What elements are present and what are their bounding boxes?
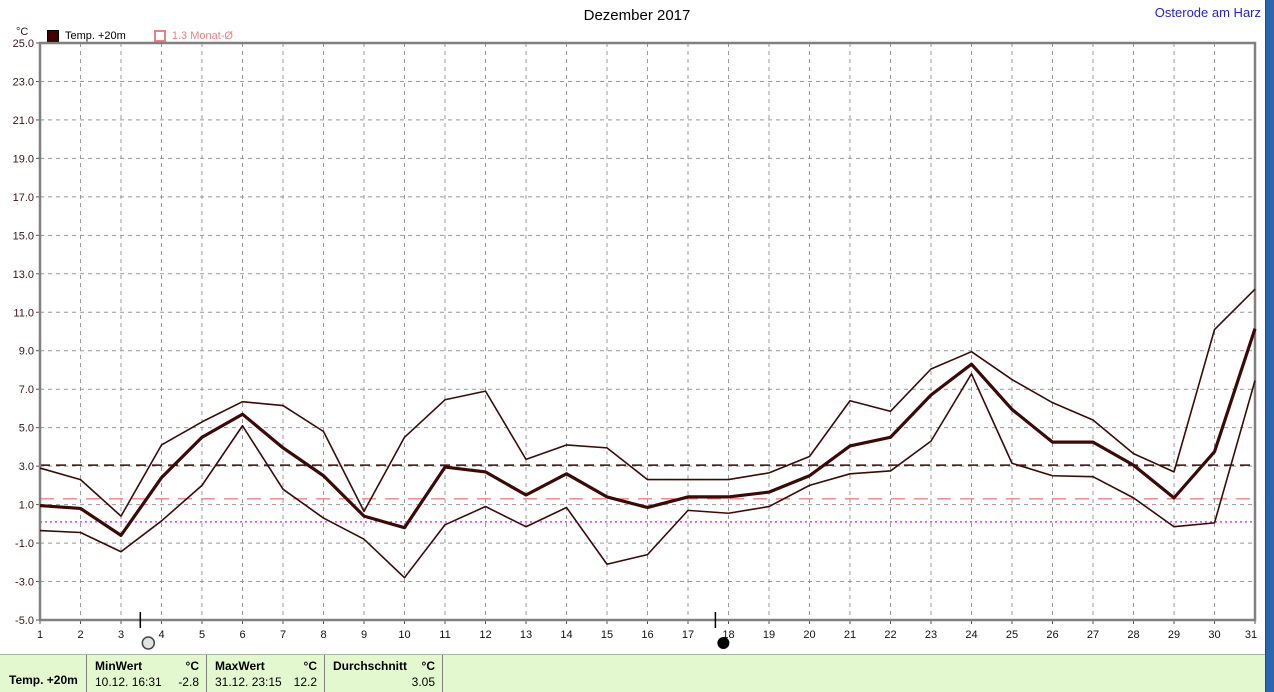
statusbar-series-cell: Temp. +20m: [0, 655, 87, 692]
x-tick-label: 24: [965, 629, 977, 641]
full-moon-icon: [141, 636, 156, 650]
x-tick-label: 10: [398, 629, 410, 641]
temp-series-swatch-icon: [47, 30, 59, 42]
y-tick-label: 1.0: [19, 500, 34, 512]
x-tick-label: 8: [320, 629, 326, 641]
x-tick-label: 26: [1046, 629, 1058, 641]
x-tick-label: 29: [1168, 629, 1180, 641]
minwert-datetime: 10.12. 16:31: [95, 675, 162, 689]
x-tick-label: 25: [1006, 629, 1018, 641]
y-tick-label: 3.0: [19, 461, 34, 473]
x-tick-label: 1: [37, 629, 43, 641]
minwert-label: MinWert: [95, 658, 143, 673]
x-tick-label: 19: [763, 629, 775, 641]
maxwert-unit: °C: [303, 658, 317, 673]
durchschnitt-label: Durchschnitt: [333, 658, 408, 673]
series-daily_max: [39, 288, 1256, 517]
statusbar-maxwert-cell: MaxWert °C 31.12. 23:15 12.2: [207, 655, 325, 692]
maxwert-value: 12.2: [293, 675, 317, 689]
temperature-line-chart: 25.023.021.019.017.015.013.011.09.07.05.…: [13, 38, 1257, 650]
legend-item-temp-series[interactable]: Temp. +20m: [47, 30, 126, 42]
y-axis-unit-label: °C: [16, 26, 29, 38]
y-tick-label: -3.0: [15, 577, 34, 589]
x-tick-label: 20: [803, 629, 815, 641]
y-tick-label: 21.0: [13, 115, 34, 127]
statusbar-empty-cell: [443, 655, 1274, 692]
statusbar-minwert-cell: MinWert °C 10.12. 16:31 -2.8: [87, 655, 207, 692]
maxwert-datetime: 31.12. 23:15: [215, 675, 282, 689]
x-tick-label: 17: [682, 629, 694, 641]
x-tick-label: 9: [361, 629, 367, 641]
station-name-link[interactable]: Osterode am Harz: [1154, 5, 1261, 20]
durchschnitt-unit: °C: [421, 658, 435, 673]
x-tick-label: 14: [560, 629, 572, 641]
statusbar-durchschnitt-cell: Durchschnitt °C 3.05: [325, 655, 443, 692]
durchschnitt-value: 3.05: [411, 675, 435, 689]
x-tick-label: 7: [280, 629, 286, 641]
chart-legend: Temp. +20m 1.3 Monat-Ø: [47, 30, 233, 42]
x-tick-label: 23: [925, 629, 937, 641]
y-tick-label: 25.0: [13, 38, 34, 50]
new-moon-icon: [717, 637, 730, 649]
x-tick-label: 13: [520, 629, 532, 641]
x-tick-label: 21: [844, 629, 856, 641]
x-tick-label: 30: [1208, 629, 1220, 641]
right-scrollbar[interactable]: [1265, 0, 1274, 692]
status-bar: Temp. +20m MinWert °C 10.12. 16:31 -2.8 …: [0, 654, 1274, 692]
y-tick-label: 13.0: [13, 269, 34, 281]
x-tick-label: 27: [1087, 629, 1099, 641]
x-tick-label: 5: [199, 629, 205, 641]
series-daily_min: [39, 373, 1256, 579]
minwert-value: -2.8: [178, 675, 199, 689]
x-tick-label: 4: [158, 629, 164, 641]
y-tick-label: 17.0: [13, 192, 34, 204]
y-tick-label: -5.0: [15, 615, 34, 627]
x-tick-label: 28: [1127, 629, 1139, 641]
maxwert-label: MaxWert: [215, 658, 265, 673]
x-tick-label: 3: [118, 629, 124, 641]
minwert-unit: °C: [185, 658, 199, 673]
x-tick-label: 31: [1245, 629, 1257, 641]
statusbar-series-label: Temp. +20m: [9, 673, 78, 687]
y-tick-label: 15.0: [13, 230, 34, 242]
y-tick-label: -1.0: [15, 538, 34, 550]
x-tick-label: 16: [641, 629, 653, 641]
legend-label-monthly-avg: 1.3 Monat-Ø: [171, 30, 233, 42]
y-tick-label: 23.0: [13, 76, 34, 88]
chart-title: Dezember 2017: [583, 7, 691, 24]
series-temp_plus_20m_mean: [39, 328, 1257, 537]
y-tick-label: 19.0: [13, 153, 34, 165]
y-tick-label: 11.0: [13, 307, 34, 319]
x-tick-label: 22: [884, 629, 896, 641]
x-tick-label: 11: [439, 629, 450, 641]
y-tick-label: 9.0: [19, 346, 34, 358]
y-tick-label: 7.0: [19, 384, 34, 396]
y-tick-label: 5.0: [19, 423, 34, 435]
x-tick-label: 2: [77, 629, 83, 641]
legend-label-temp-series: Temp. +20m: [65, 30, 126, 42]
x-tick-label: 6: [239, 629, 245, 641]
legend-item-monthly-avg[interactable]: 1.3 Monat-Ø: [153, 30, 233, 42]
x-tick-label: 12: [479, 629, 491, 641]
x-tick-label: 15: [601, 629, 613, 641]
monthly-avg-checkbox-icon: [153, 30, 166, 42]
